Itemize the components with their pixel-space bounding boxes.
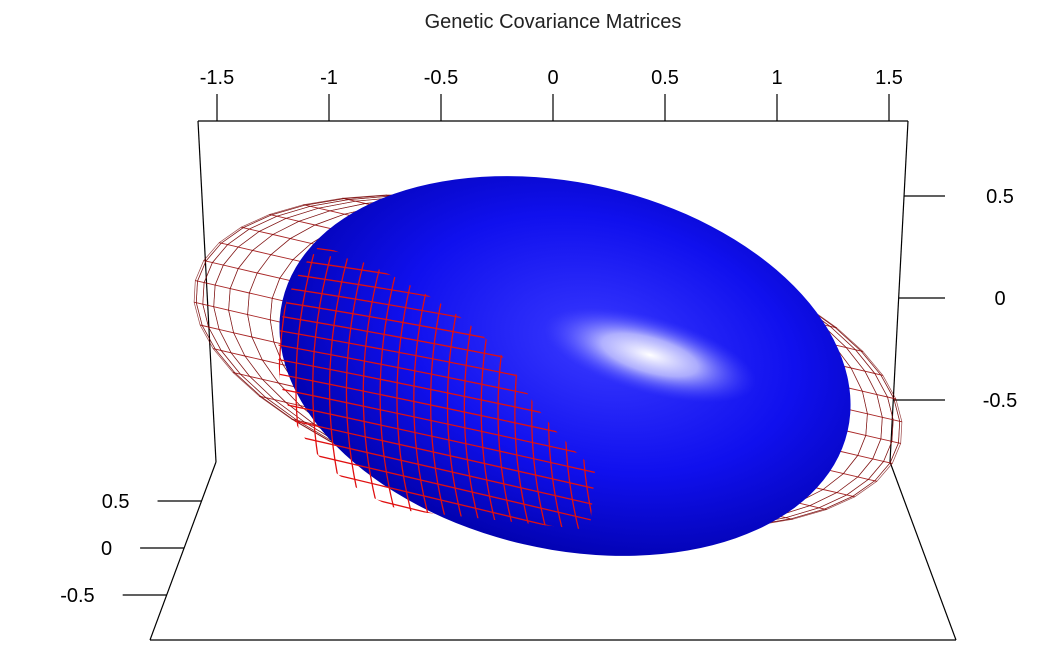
x-tick-label: -1 (320, 67, 338, 89)
x-tick-label: 0 (547, 67, 558, 89)
front-grid-line (278, 382, 595, 463)
x-tick-label: 0.5 (651, 67, 679, 89)
x-tick-label: -0.5 (424, 67, 458, 89)
box-edge-right (889, 120, 909, 463)
y-tick-label: 0.5 (102, 491, 130, 513)
chart-title: Genetic Covariance Matrices (425, 11, 682, 33)
blue-solid-ellipsoid (279, 176, 851, 556)
x-axis-ticks: -1.5 -1 -0.5 0 0.5 1 1.5 (200, 67, 903, 121)
front-grid-line (278, 396, 595, 479)
y-tick-label: 0 (101, 538, 112, 560)
y-tick-label: -0.5 (60, 585, 94, 607)
box-edge-base-right (889, 461, 957, 641)
z-tick-label: 0.5 (986, 186, 1014, 208)
front-grid-line (250, 540, 620, 640)
y-axis-ticks: 0.5 0 -0.5 (60, 491, 202, 607)
z-tick-label: 0 (994, 288, 1005, 310)
z-axis-ticks: 0.5 0 -0.5 (893, 186, 1017, 412)
box-edge-base-left (149, 461, 217, 641)
blue-ellipsoid-body (279, 176, 851, 556)
x-tick-label: 1.5 (875, 67, 903, 89)
x-tick-label: -1.5 (200, 67, 234, 89)
x-tick-label: 1 (771, 67, 782, 89)
blue-ellipsoid-highlight (543, 307, 757, 403)
z-tick-label: -0.5 (983, 390, 1017, 412)
box-edge-left (197, 120, 217, 463)
front-grid-line (278, 410, 595, 495)
